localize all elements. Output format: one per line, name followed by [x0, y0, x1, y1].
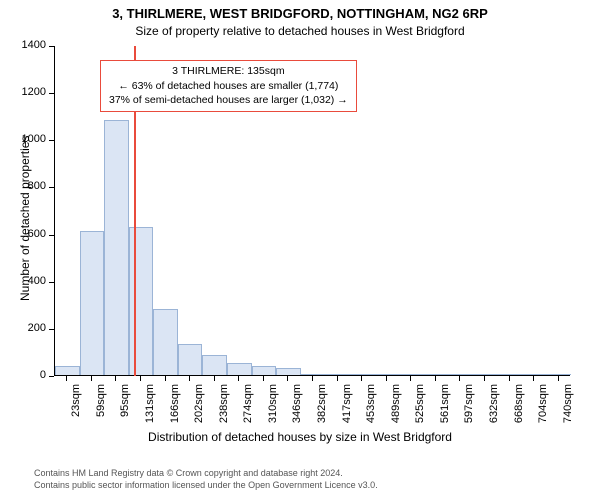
x-tick-mark	[115, 376, 116, 381]
x-tick-mark	[214, 376, 215, 381]
x-tick-label: 525sqm	[414, 384, 426, 434]
histogram-bar	[276, 368, 301, 375]
annotation-box: 3 THIRLMERE: 135sqm ← 63% of detached ho…	[100, 60, 357, 112]
x-tick-mark	[263, 376, 264, 381]
x-tick-label: 59sqm	[95, 384, 107, 434]
histogram-bar	[546, 374, 571, 375]
y-tick-label: 1000	[14, 134, 46, 145]
x-tick-label: 417sqm	[341, 384, 353, 434]
x-tick-mark	[386, 376, 387, 381]
x-tick-mark	[66, 376, 67, 381]
x-tick-mark	[238, 376, 239, 381]
x-tick-mark	[533, 376, 534, 381]
y-tick-label: 1400	[14, 40, 46, 51]
y-tick-mark	[49, 282, 54, 283]
y-tick-label: 800	[14, 181, 46, 192]
histogram-bar	[129, 227, 154, 376]
footer-line-1: Contains HM Land Registry data © Crown c…	[34, 468, 378, 480]
y-tick-mark	[49, 329, 54, 330]
x-tick-mark	[435, 376, 436, 381]
x-tick-label: 346sqm	[291, 384, 303, 434]
x-tick-mark	[312, 376, 313, 381]
x-tick-label: 382sqm	[316, 384, 328, 434]
x-tick-label: 668sqm	[513, 384, 525, 434]
histogram-bar	[178, 344, 203, 375]
histogram-bar	[325, 374, 350, 375]
x-tick-mark	[484, 376, 485, 381]
x-tick-mark	[361, 376, 362, 381]
y-tick-mark	[49, 46, 54, 47]
histogram-bar	[104, 120, 129, 375]
y-tick-label: 200	[14, 323, 46, 334]
y-tick-label: 400	[14, 276, 46, 287]
y-tick-label: 1200	[14, 87, 46, 98]
x-tick-label: 274sqm	[242, 384, 254, 434]
x-tick-mark	[509, 376, 510, 381]
histogram-bar	[350, 374, 375, 375]
histogram-bar	[252, 366, 277, 375]
y-tick-mark	[49, 140, 54, 141]
chart-container: 3, THIRLMERE, WEST BRIDGFORD, NOTTINGHAM…	[0, 0, 600, 500]
histogram-bar	[202, 355, 227, 375]
annotation-line-2: ← 63% of detached houses are smaller (1,…	[109, 79, 348, 94]
y-tick-label: 600	[14, 229, 46, 240]
histogram-bar	[301, 374, 326, 375]
footer-text: Contains HM Land Registry data © Crown c…	[34, 468, 378, 491]
histogram-bar	[153, 309, 178, 375]
y-tick-mark	[49, 187, 54, 188]
x-tick-label: 202sqm	[193, 384, 205, 434]
histogram-bar	[473, 374, 498, 375]
x-tick-label: 238sqm	[218, 384, 230, 434]
x-tick-mark	[91, 376, 92, 381]
footer-line-2: Contains public sector information licen…	[34, 480, 378, 492]
x-tick-label: 632sqm	[488, 384, 500, 434]
histogram-bar	[497, 374, 522, 375]
x-tick-mark	[558, 376, 559, 381]
y-tick-label: 0	[14, 370, 46, 381]
histogram-bar	[424, 374, 449, 375]
y-tick-mark	[49, 93, 54, 94]
x-tick-mark	[410, 376, 411, 381]
x-tick-label: 489sqm	[390, 384, 402, 434]
x-tick-label: 453sqm	[365, 384, 377, 434]
x-tick-label: 310sqm	[267, 384, 279, 434]
x-tick-mark	[165, 376, 166, 381]
histogram-bar	[227, 363, 252, 375]
histogram-bar	[374, 374, 399, 375]
chart-title-sub: Size of property relative to detached ho…	[0, 24, 600, 38]
x-tick-label: 740sqm	[562, 384, 574, 434]
annotation-line-1: 3 THIRLMERE: 135sqm	[109, 64, 348, 79]
x-tick-label: 597sqm	[463, 384, 475, 434]
x-tick-mark	[337, 376, 338, 381]
x-tick-label: 23sqm	[70, 384, 82, 434]
chart-title-main: 3, THIRLMERE, WEST BRIDGFORD, NOTTINGHAM…	[0, 6, 600, 21]
x-tick-label: 166sqm	[169, 384, 181, 434]
x-tick-label: 95sqm	[119, 384, 131, 434]
histogram-bar	[399, 374, 424, 375]
x-tick-mark	[140, 376, 141, 381]
x-tick-label: 561sqm	[439, 384, 451, 434]
x-tick-label: 131sqm	[144, 384, 156, 434]
annotation-line-3: 37% of semi-detached houses are larger (…	[109, 93, 348, 108]
y-tick-mark	[49, 376, 54, 377]
y-tick-mark	[49, 235, 54, 236]
x-tick-label: 704sqm	[537, 384, 549, 434]
x-tick-mark	[287, 376, 288, 381]
histogram-bar	[55, 366, 80, 375]
x-tick-mark	[459, 376, 460, 381]
histogram-bar	[448, 374, 473, 375]
histogram-bar	[80, 231, 105, 375]
x-tick-mark	[189, 376, 190, 381]
histogram-bar	[522, 374, 547, 375]
